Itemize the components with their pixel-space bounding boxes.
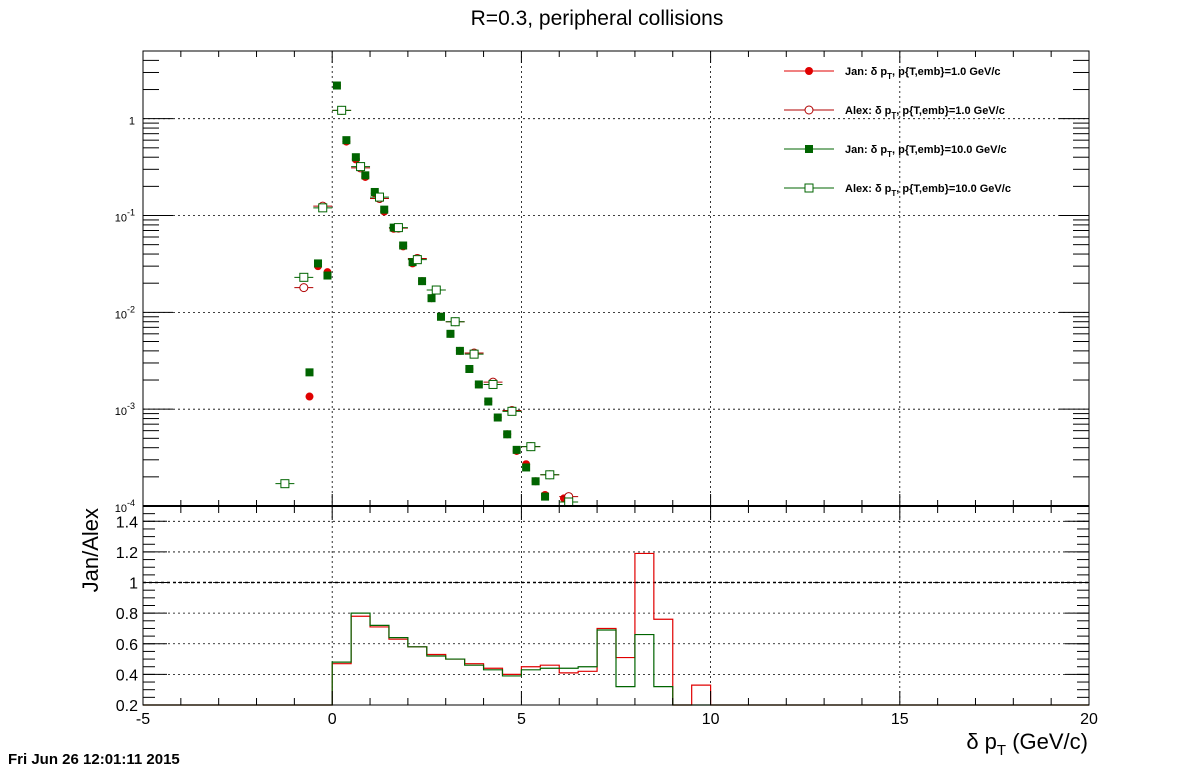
data-point xyxy=(318,203,328,213)
legend-marker xyxy=(805,145,813,153)
bottom-axes: 0.2 0.4 0.6 0.8 1 1.2 1.4 -5 0 5 10 15 20 xyxy=(116,505,1098,728)
top-grid xyxy=(142,51,1090,507)
data-point xyxy=(450,317,460,327)
data-point xyxy=(280,479,290,489)
series-1 xyxy=(294,105,579,502)
data-point xyxy=(399,241,408,250)
legend-label: Jan: δ pT, p{T,emb}=1.0 GeV/c xyxy=(845,66,1001,81)
top-y-tick-label: 10-1 xyxy=(115,208,135,225)
data-point xyxy=(436,312,445,321)
data-point xyxy=(418,277,427,286)
data-point xyxy=(323,271,332,280)
data-point xyxy=(342,136,351,145)
bottom-y-tick-label: 0.6 xyxy=(116,637,138,654)
x-axis-label: δ pT (GeV/c) xyxy=(966,729,1088,759)
data-point xyxy=(427,294,436,303)
x-tick-label: 10 xyxy=(702,711,720,728)
legend-entry: Jan: δ pT, p{T,emb}=10.0 GeV/c xyxy=(784,144,1007,159)
data-point xyxy=(431,285,441,295)
data-point xyxy=(503,430,512,439)
bottom-y-tick-label: 0.2 xyxy=(116,698,138,715)
data-point xyxy=(493,413,502,422)
data-point xyxy=(314,259,323,268)
top-y-tick-label: 1 xyxy=(129,116,135,128)
ratio-series-group xyxy=(143,552,1089,706)
x-axis-label-unit: (GeV/c) xyxy=(1006,729,1088,754)
x-tick-label: 0 xyxy=(328,711,337,728)
legend: Jan: δ pT, p{T,emb}=1.0 GeV/c Alex: δ pT,… xyxy=(784,66,1011,198)
ratio-step-series-1 xyxy=(143,612,1089,706)
top-y-tick-label: 10-2 xyxy=(115,304,135,321)
data-point xyxy=(488,379,498,389)
data-point xyxy=(541,492,550,501)
bottom-y-tick-label: 0.8 xyxy=(116,606,138,623)
legend-marker xyxy=(805,67,813,75)
data-point xyxy=(380,205,389,214)
x-axis-label-main: δ p xyxy=(966,729,997,754)
x-tick-label: -5 xyxy=(136,711,150,728)
data-point xyxy=(351,153,360,162)
legend-marker xyxy=(804,183,814,193)
data-point xyxy=(412,255,422,265)
chart-title: R=0.3, peripheral collisions xyxy=(471,7,724,30)
data-point xyxy=(305,392,314,401)
data-point xyxy=(305,368,314,377)
x-tick-label: 20 xyxy=(1080,711,1098,728)
series-3 xyxy=(275,105,579,507)
data-point xyxy=(469,349,479,359)
top-y-axis: 1 10-1 10-2 10-3 10-4 xyxy=(115,50,1090,515)
data-point xyxy=(507,406,517,416)
data-point xyxy=(332,81,341,90)
x-axis-label-sub: T xyxy=(997,742,1006,759)
legend-entry: Jan: δ pT, p{T,emb}=1.0 GeV/c xyxy=(784,66,1001,81)
top-y-tick-label: 10-4 xyxy=(115,498,135,515)
data-point xyxy=(299,272,309,282)
data-point xyxy=(299,283,309,293)
data-point xyxy=(531,477,540,486)
data-point xyxy=(370,187,379,196)
data-point xyxy=(446,329,455,338)
bottom-y-tick-label: 1 xyxy=(129,576,138,593)
data-point xyxy=(512,445,521,454)
bottom-y-tick-label: 0.4 xyxy=(116,667,138,684)
series-2 xyxy=(305,81,550,501)
data-point xyxy=(408,258,417,267)
data-point xyxy=(393,223,403,233)
data-point xyxy=(375,192,384,202)
data-point xyxy=(455,346,464,355)
bottom-y-tick-label: 1.2 xyxy=(116,545,138,562)
data-point xyxy=(356,162,366,172)
data-point xyxy=(361,171,370,180)
legend-entry: Alex: δ pT, p{T,emb}=1.0 GeV/c xyxy=(784,105,1005,120)
y-axis-label: Jan/Alex xyxy=(78,508,103,592)
data-point xyxy=(526,442,536,452)
data-point xyxy=(522,463,531,472)
legend-label: Jan: δ pT, p{T,emb}=10.0 GeV/c xyxy=(845,144,1007,159)
data-point xyxy=(545,470,555,480)
data-point xyxy=(484,397,493,406)
legend-marker xyxy=(804,105,814,115)
top-plot-frame xyxy=(142,50,1090,507)
x-tick-label: 15 xyxy=(891,711,909,728)
data-point xyxy=(337,105,347,115)
legend-label: Alex: δ pT, p{T,emb}=1.0 GeV/c xyxy=(845,105,1005,120)
legend-label: Alex: δ pT, p{T,emb}=10.0 GeV/c xyxy=(845,183,1011,198)
bottom-y-tick-label: 1.4 xyxy=(116,514,138,531)
top-series-group xyxy=(275,81,579,507)
x-tick-label: 5 xyxy=(517,711,526,728)
data-point xyxy=(564,497,574,507)
top-y-tick-label: 10-3 xyxy=(115,401,135,418)
data-point xyxy=(465,364,474,373)
timestamp: Fri Jun 26 12:01:11 2015 xyxy=(8,751,180,768)
legend-entry: Alex: δ pT, p{T,emb}=10.0 GeV/c xyxy=(784,183,1011,198)
data-point xyxy=(474,380,483,389)
